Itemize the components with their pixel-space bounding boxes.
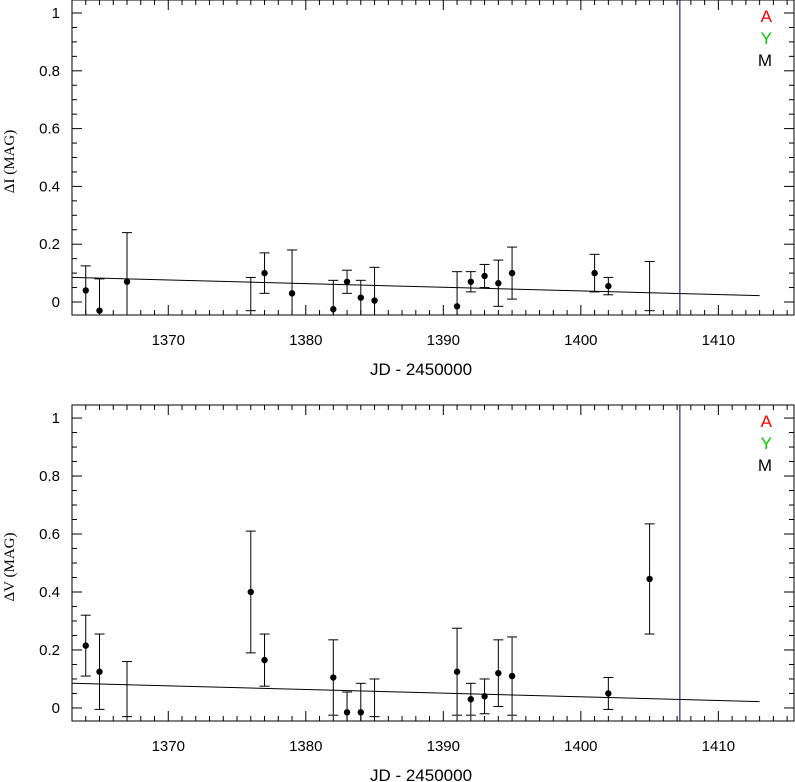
legend-entry-a: A [761, 412, 773, 431]
tick-labels-layer: 1370 1380 1390 1400 1410 0 0.2 0.4 0.6 0.8 1 [39, 410, 735, 755]
x-tick-label: 1410 [702, 738, 735, 755]
data-point [646, 575, 653, 583]
fit-line [71, 276, 760, 297]
legend-entry-a: A [761, 7, 773, 26]
x-tick-label: 1380 [289, 332, 322, 349]
y-axis-title: ΔI (MAG) [2, 130, 18, 193]
data-point [495, 669, 502, 677]
data-point [467, 278, 475, 285]
x-axis-title: JD - 2450000 [370, 360, 472, 379]
data-point [508, 269, 516, 277]
data-point [605, 282, 612, 290]
data-point [481, 693, 488, 700]
data-point [467, 696, 475, 703]
x-tick-label: 1400 [564, 738, 597, 755]
y-tick-label: 0.8 [39, 468, 60, 485]
x-axis-title: JD - 2450000 [370, 766, 472, 782]
y-tick-label: 0.8 [39, 63, 60, 80]
y-tick-label: 0.2 [39, 236, 60, 253]
plot-frame [71, 404, 795, 722]
data-point [96, 668, 103, 675]
data-point [288, 290, 296, 297]
data-point [343, 278, 351, 285]
y-tick-label: 0 [52, 294, 60, 311]
y-tick-label: 0.2 [39, 642, 60, 659]
data-point [82, 642, 89, 649]
tick-labels-layer: 1370 1380 1390 1400 1410 0 0.2 0.4 0.6 0.8 1 [39, 5, 735, 349]
fit-layer [71, 405, 760, 721]
x-tick-label: 1410 [702, 332, 735, 349]
y-tick-label: 0.6 [39, 526, 60, 543]
data-point [495, 280, 502, 287]
x-tick-label: 1380 [289, 738, 322, 755]
data-point [261, 656, 268, 664]
legend-entry-m: M [758, 456, 772, 475]
panel-delta-i: 1370 1380 1390 1400 1410 0 0.2 0.4 0.6 0.8 1 JD - … [2, 0, 795, 379]
data-point [123, 278, 131, 285]
legend-entry-m: M [758, 51, 772, 70]
data-point [82, 287, 89, 294]
legend: A Y M [758, 7, 773, 70]
x-tick-label: 1370 [152, 332, 185, 349]
data-point [343, 709, 351, 716]
data-point [247, 588, 254, 596]
data-point [453, 303, 461, 310]
data-point [330, 306, 337, 313]
panel-delta-v: 1370 1380 1390 1400 1410 0 0.2 0.4 0.6 0.8 1 JD - … [2, 404, 795, 782]
y-tick-label: 0 [52, 700, 60, 717]
data-point [330, 674, 337, 681]
data-point [591, 269, 598, 277]
data-point [371, 297, 378, 304]
data-point [357, 709, 364, 716]
data-point [357, 294, 364, 301]
fit-line [71, 682, 760, 703]
legend-entry-y: Y [761, 29, 772, 48]
data-point [261, 269, 268, 277]
data-point [508, 672, 516, 680]
data-point [96, 307, 103, 314]
x-tick-label: 1390 [427, 332, 460, 349]
y-axis-title: ΔV (MAG) [2, 533, 18, 602]
x-tick-label: 1390 [427, 738, 460, 755]
fit-layer [71, 0, 760, 315]
y-tick-label: 0.4 [39, 584, 60, 601]
x-tick-label: 1400 [564, 332, 597, 349]
y-tick-label: 0.6 [39, 121, 60, 138]
ticks-layer [71, 0, 794, 315]
data-layer [80, 523, 655, 721]
legend-entry-y: Y [761, 434, 772, 453]
x-tick-label: 1370 [152, 738, 185, 755]
legend: A Y M [758, 412, 773, 475]
y-tick-label: 1 [52, 5, 60, 22]
plot-frame [71, 0, 795, 316]
y-tick-label: 1 [52, 410, 60, 427]
data-point [453, 668, 461, 675]
data-point [481, 272, 488, 280]
ticks-layer [71, 405, 794, 721]
data-point [605, 690, 612, 697]
y-tick-label: 0.4 [39, 178, 60, 195]
data-layer [80, 232, 655, 316]
